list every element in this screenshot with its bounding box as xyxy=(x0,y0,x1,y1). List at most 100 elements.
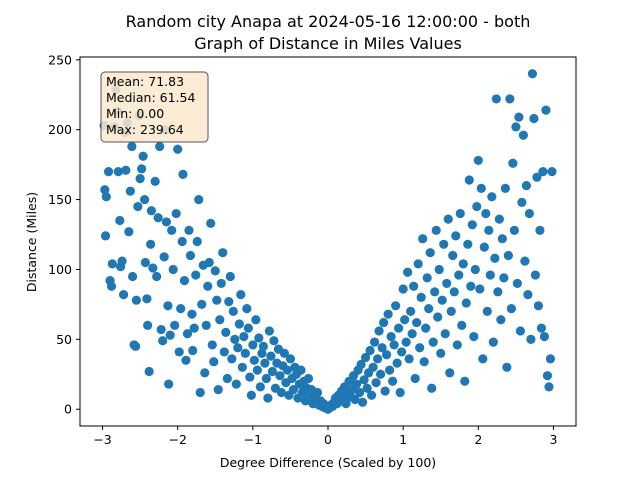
data-point xyxy=(264,326,274,336)
data-point xyxy=(269,336,279,346)
data-point xyxy=(524,208,535,219)
data-point xyxy=(413,259,423,269)
data-point xyxy=(201,320,211,330)
data-point xyxy=(245,372,255,382)
data-point xyxy=(216,278,226,289)
data-point xyxy=(351,379,362,389)
data-point xyxy=(409,281,419,291)
data-point xyxy=(131,295,141,305)
y-tick-label: 150 xyxy=(48,192,72,207)
y-tick-label: 100 xyxy=(48,262,72,277)
data-point xyxy=(374,326,384,336)
data-point xyxy=(538,167,548,177)
data-point xyxy=(421,323,431,333)
data-point xyxy=(285,354,296,364)
data-point xyxy=(458,259,468,269)
data-point xyxy=(419,357,429,367)
data-point xyxy=(357,397,368,407)
stats-median: Median: 61.54 xyxy=(106,90,195,105)
data-point xyxy=(376,369,386,379)
data-point xyxy=(530,270,541,280)
data-point xyxy=(219,347,229,357)
data-point xyxy=(254,333,264,343)
data-point xyxy=(460,376,470,386)
data-point xyxy=(512,278,522,289)
data-point xyxy=(128,271,138,282)
data-point xyxy=(470,264,480,275)
data-point xyxy=(225,271,235,282)
data-point xyxy=(133,201,143,212)
data-point xyxy=(228,306,238,316)
stats-box: Mean: 71.83 Median: 61.54 Min: 0.00 Max:… xyxy=(100,71,209,143)
data-point xyxy=(170,320,180,330)
data-point xyxy=(107,259,117,269)
data-point xyxy=(206,218,216,228)
data-point xyxy=(437,295,447,305)
y-tick-label: 50 xyxy=(56,332,72,347)
data-point xyxy=(146,239,156,249)
data-point xyxy=(115,215,125,226)
data-point xyxy=(505,94,515,104)
data-point xyxy=(542,371,553,381)
data-point xyxy=(416,292,426,303)
data-point xyxy=(171,208,181,219)
data-point xyxy=(203,281,213,291)
data-point xyxy=(526,334,536,344)
data-point xyxy=(176,303,186,314)
data-point xyxy=(288,385,299,395)
data-point xyxy=(454,270,464,280)
data-point xyxy=(215,315,225,325)
data-point xyxy=(544,382,554,392)
data-point xyxy=(140,257,150,268)
data-point xyxy=(153,213,163,223)
data-point xyxy=(239,331,249,342)
data-point xyxy=(146,206,156,216)
data-point xyxy=(279,348,290,358)
data-point xyxy=(168,264,178,275)
data-point xyxy=(103,167,114,177)
x-axis-label: Degree Difference (Scaled by 100) xyxy=(220,455,436,470)
data-point xyxy=(380,386,390,396)
data-point xyxy=(496,315,506,325)
data-point xyxy=(443,214,453,224)
data-point xyxy=(218,248,228,258)
data-point xyxy=(446,306,456,316)
data-point xyxy=(303,373,314,384)
data-point xyxy=(275,371,285,381)
data-point xyxy=(388,376,398,386)
data-point xyxy=(539,331,550,342)
data-point xyxy=(249,355,259,365)
data-point xyxy=(503,250,513,261)
data-point xyxy=(189,323,199,333)
data-point xyxy=(243,323,253,333)
data-point xyxy=(448,250,458,261)
data-point xyxy=(464,175,474,185)
data-point xyxy=(500,183,510,193)
data-point xyxy=(164,379,174,389)
data-point xyxy=(535,225,545,235)
data-point xyxy=(195,387,205,398)
data-point xyxy=(255,382,265,392)
data-point xyxy=(449,287,459,297)
data-point xyxy=(476,183,486,193)
data-point xyxy=(545,354,556,364)
data-point xyxy=(427,383,437,393)
data-point xyxy=(457,320,467,330)
data-point xyxy=(263,393,273,403)
data-point xyxy=(282,365,293,375)
data-point xyxy=(179,276,190,286)
y-tick-label: 200 xyxy=(48,122,72,137)
y-axis-label: Distance (Miles) xyxy=(24,192,39,292)
data-point xyxy=(373,354,383,364)
data-point xyxy=(251,315,261,325)
data-point xyxy=(165,330,175,340)
data-point xyxy=(341,399,351,409)
data-point xyxy=(100,185,110,195)
data-point xyxy=(178,169,188,180)
x-tick-label: −2 xyxy=(168,432,186,447)
data-point xyxy=(371,378,381,388)
data-point xyxy=(385,365,395,375)
data-point xyxy=(296,365,306,375)
data-point xyxy=(187,309,197,319)
data-point xyxy=(185,250,196,261)
